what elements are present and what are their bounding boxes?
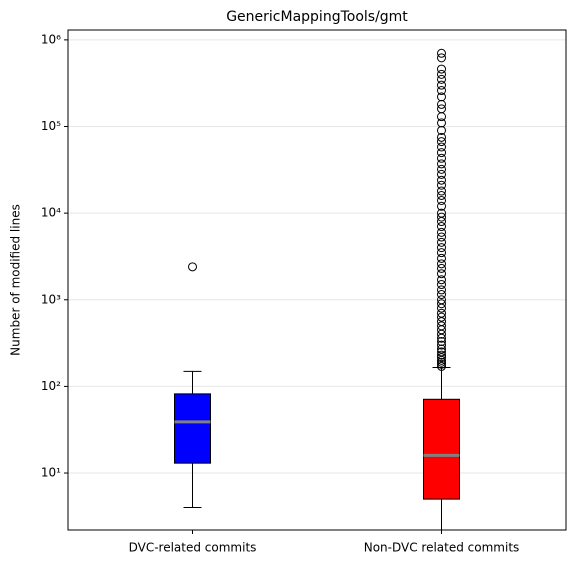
outlier — [437, 350, 446, 360]
outlier — [437, 112, 446, 122]
outlier — [437, 321, 446, 331]
outlier — [437, 159, 446, 169]
outlier — [437, 137, 446, 147]
outlier — [437, 312, 446, 322]
outlier — [437, 92, 446, 102]
outlier — [437, 118, 446, 128]
outlier — [437, 232, 446, 242]
outlier — [437, 253, 446, 263]
outlier — [437, 132, 446, 142]
chart-title: GenericMappingTools/gmt — [226, 9, 408, 25]
y-tick-label: 10⁴ — [41, 206, 61, 220]
outlier — [437, 259, 446, 269]
y-tick-label: 10⁵ — [41, 119, 61, 133]
outlier — [437, 248, 446, 258]
outlier — [437, 336, 446, 346]
outlier — [437, 80, 446, 90]
outlier — [437, 275, 446, 285]
outlier — [437, 48, 446, 58]
outlier — [437, 104, 446, 114]
outlier — [437, 269, 446, 279]
outlier — [437, 148, 446, 158]
y-tick-label: 10³ — [41, 292, 61, 306]
outlier — [437, 295, 446, 305]
outlier — [437, 290, 446, 300]
outlier — [437, 86, 446, 96]
outlier — [437, 280, 446, 290]
outlier — [437, 285, 446, 295]
outlier — [437, 190, 446, 200]
outlier — [437, 212, 446, 222]
outlier — [437, 208, 446, 218]
outlier — [437, 164, 446, 174]
outlier — [437, 64, 446, 74]
outlier — [437, 201, 446, 211]
outlier — [437, 222, 446, 232]
x-tick-label: DVC-related commits — [129, 541, 257, 555]
axes-frame — [67, 29, 567, 531]
outlier — [437, 153, 446, 163]
outlier — [437, 74, 446, 84]
y-tick-label: 10¹ — [41, 466, 61, 480]
box — [423, 398, 460, 500]
outlier — [437, 180, 446, 190]
outlier — [437, 353, 446, 363]
outlier — [437, 195, 446, 205]
outlier — [437, 186, 446, 196]
outlier — [437, 227, 446, 237]
outlier — [437, 263, 446, 273]
outlier — [437, 53, 446, 63]
outlier — [437, 308, 446, 318]
outlier — [437, 142, 446, 152]
outlier — [437, 347, 446, 357]
y-tick-label: 10² — [41, 379, 61, 393]
outlier — [437, 361, 446, 371]
outlier — [437, 237, 446, 247]
outlier — [437, 169, 446, 179]
y-tick-label: 10⁶ — [41, 32, 61, 46]
y-axis-label: Number of modified lines — [9, 204, 23, 356]
outlier — [437, 299, 446, 309]
outlier — [437, 69, 446, 79]
box — [174, 393, 211, 464]
outlier — [437, 340, 446, 350]
x-tick-label: Non-DVC related commits — [364, 541, 520, 555]
outlier — [437, 175, 446, 185]
outlier — [437, 243, 446, 253]
plot-area — [174, 48, 460, 530]
grid — [68, 39, 566, 474]
outlier — [188, 262, 197, 272]
